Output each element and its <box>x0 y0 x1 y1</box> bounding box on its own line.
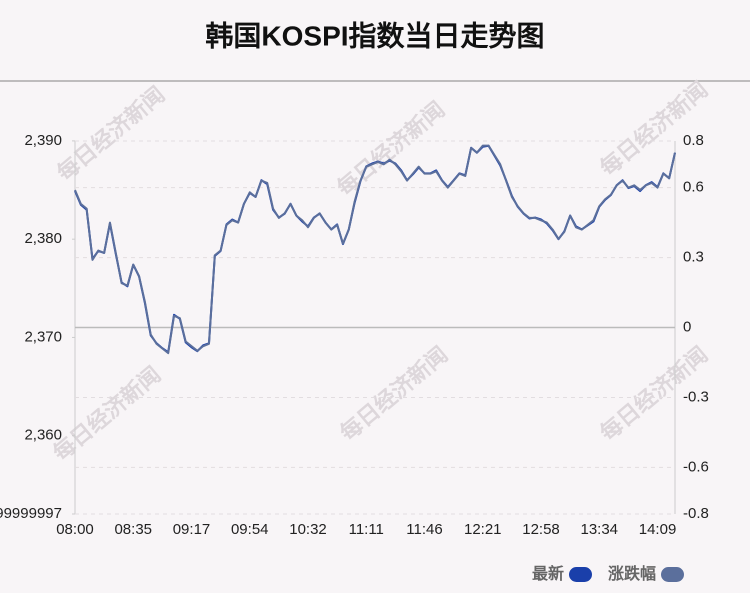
y2-tick-label: -0.8 <box>683 505 709 522</box>
x-tick-label: 10:32 <box>289 521 327 538</box>
x-tick-label: 13:34 <box>580 521 618 538</box>
x-tick-label: 14:09 <box>639 521 677 538</box>
legend-label: 涨跌幅 <box>608 564 656 583</box>
x-tick-label: 12:21 <box>464 521 502 538</box>
x-tick-label: 11:11 <box>349 521 384 538</box>
y2-tick-label: -0.6 <box>683 458 709 475</box>
x-tick-label: 11:46 <box>406 521 442 538</box>
watermark: 每日经济新闻 <box>335 342 452 446</box>
watermark: 每日经济新闻 <box>595 77 712 181</box>
y-tick-label: 2,370 <box>24 328 62 345</box>
watermark: 每日经济新闻 <box>52 82 169 186</box>
y-tick-label: 2,380 <box>24 230 62 247</box>
series-line <box>74 144 676 355</box>
watermark: 每日经济新闻 <box>332 97 449 201</box>
x-tick-label: 09:54 <box>231 521 269 538</box>
x-tick-label: 09:17 <box>173 521 211 538</box>
y2-tick-label: 0.6 <box>683 179 704 196</box>
legend-label: 最新 <box>532 564 564 583</box>
y-tick-label: 2,360 <box>24 427 62 444</box>
legend-swatch <box>569 567 592 582</box>
x-tick-label: 08:35 <box>114 521 152 538</box>
y2-tick-label: -0.3 <box>683 388 709 405</box>
y2-tick-label: 0.3 <box>683 249 704 266</box>
x-tick-label: 12:58 <box>522 521 560 538</box>
x-tick-label: 08:00 <box>56 521 94 538</box>
watermark: 每日经济新闻 <box>48 362 165 466</box>
legend-swatch <box>661 567 684 582</box>
y2-tick-label: 0.8 <box>683 132 704 149</box>
y-tick-label: 2,352.0299999997 <box>0 505 62 522</box>
chart-title: 韩国KOSPI指数当日走势图 <box>205 20 544 51</box>
y-tick-label: 2,390 <box>24 132 62 149</box>
y2-tick-label: 0 <box>683 318 691 335</box>
